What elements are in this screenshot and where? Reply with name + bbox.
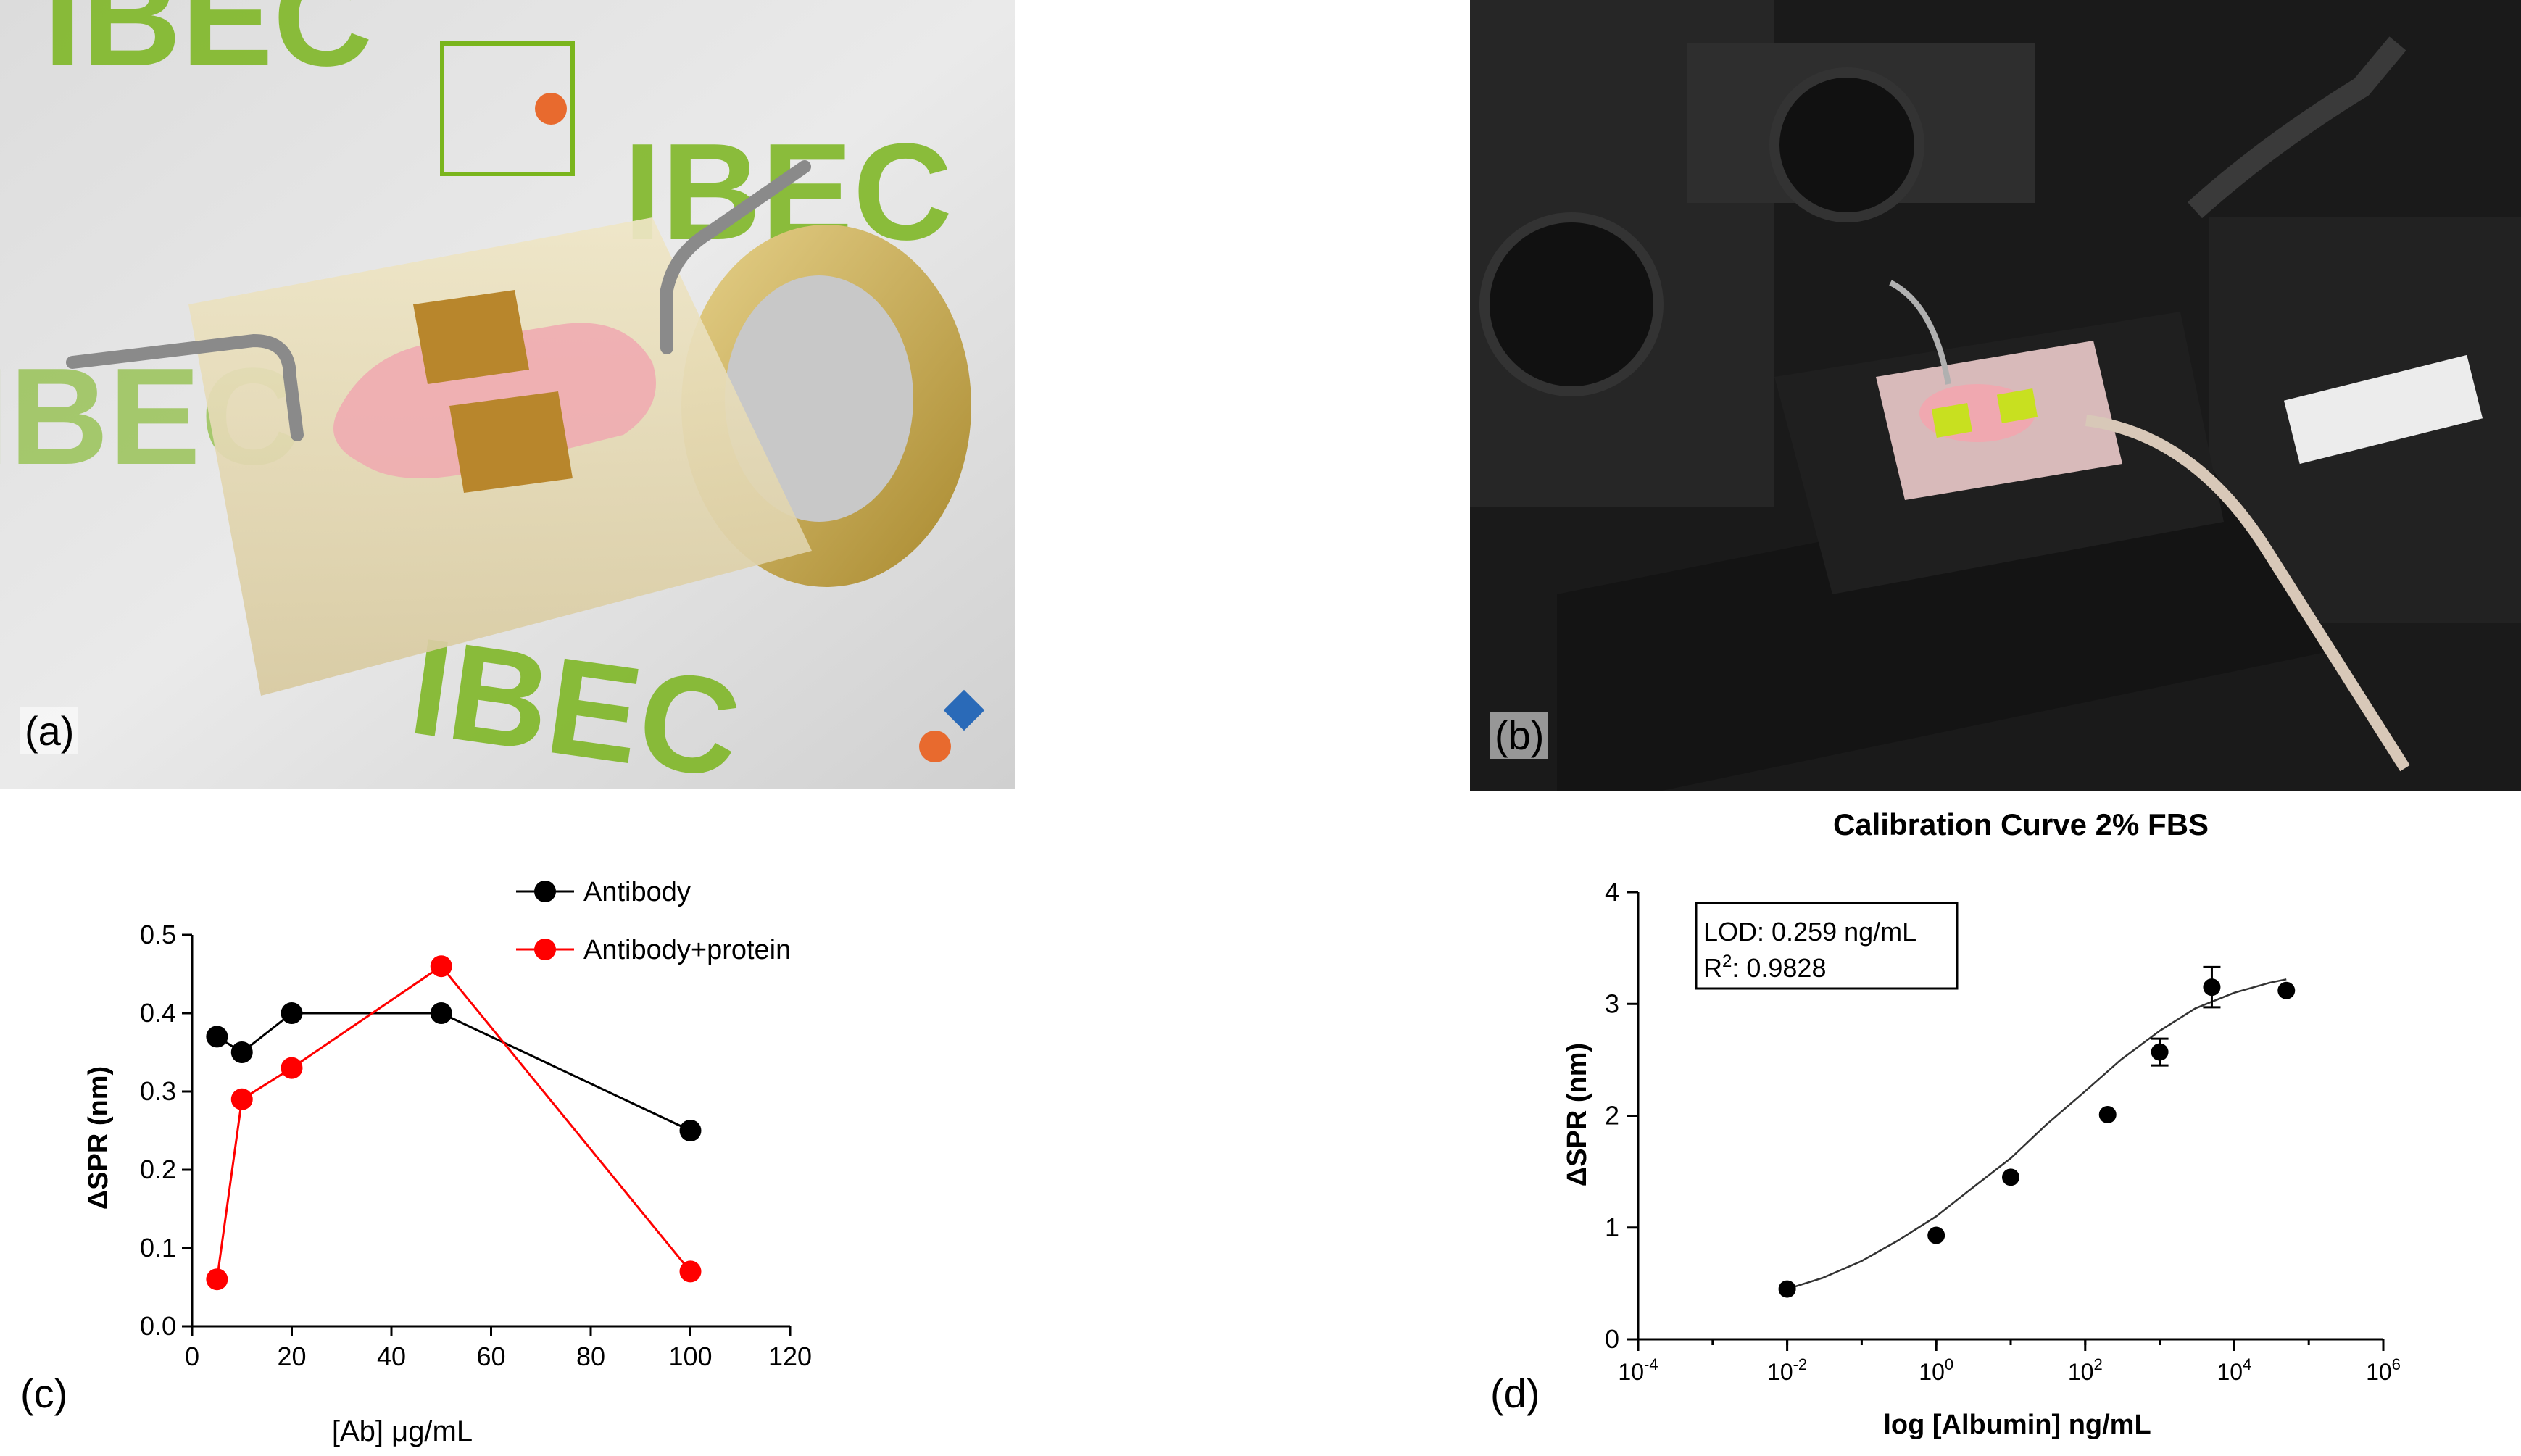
data-point	[1927, 1226, 1945, 1244]
data-point	[2002, 1168, 2019, 1186]
photo-panel-a: IBEC IBEC IBEC IBEC (a)	[0, 0, 1015, 789]
y-tick-label: 3	[1605, 989, 1619, 1018]
fit-curve-path	[1787, 978, 2287, 1290]
y-tick-label: 0.2	[140, 1155, 176, 1184]
r2-prefix: R	[1703, 953, 1722, 983]
x-tick-label: 120	[768, 1341, 812, 1371]
mounted-chip-pad	[1931, 402, 1973, 438]
data-point	[230, 1041, 253, 1063]
chart-panel-d: Calibration Curve 2% FBS 10-4 10-2 100 102 1…	[1470, 803, 2521, 1456]
ibec-logo-text: IBEC	[43, 0, 373, 95]
lens-mount	[1479, 212, 1664, 396]
data-point	[430, 955, 452, 978]
y-tick-label: 1	[1605, 1212, 1619, 1242]
logo-dot-decoration	[535, 93, 567, 125]
logo-diamond-decoration	[943, 689, 985, 731]
data-point	[2203, 978, 2221, 997]
fluid-tubing	[2085, 415, 2410, 772]
mounted-chip-pad	[1996, 388, 2038, 424]
data-point	[679, 1260, 702, 1283]
y-tick-label: 0.1	[140, 1233, 176, 1262]
panel-label-b: (b)	[1490, 712, 1549, 759]
annotation-box	[1695, 902, 1959, 990]
data-point	[281, 1057, 303, 1079]
coin-center	[725, 275, 913, 522]
y-tick-label: 2	[1605, 1101, 1619, 1131]
y-tick-label: 0.3	[140, 1076, 176, 1106]
data-point	[1778, 1280, 1796, 1298]
y-axis-label: ΔSPR (nm)	[1562, 1043, 1592, 1186]
panel-label-a: (a)	[20, 707, 79, 754]
fit-curve	[1787, 978, 2287, 1290]
r2-value: : 0.9828	[1732, 953, 1826, 983]
chart-axes: 0 20 40 60 80 100 120 0.0 0.1 0.2 0.3 0.4 0.5	[140, 920, 812, 1371]
series-points	[206, 955, 702, 1291]
x-tick-label: 100	[668, 1341, 712, 1371]
y-tick-label: 0.5	[140, 920, 176, 949]
y-tick-label: 0.4	[140, 998, 176, 1028]
y-axis-label: ΔSPR (nm)	[83, 1066, 114, 1210]
chip-gold-pad	[449, 391, 573, 493]
translation-stage	[1557, 464, 2325, 791]
chip-gold-pad	[413, 290, 529, 384]
fiber-cable	[2187, 36, 2406, 219]
panel-label-d: (d)	[1490, 1370, 1540, 1416]
data-point	[281, 1002, 303, 1024]
chart-axes: 10-4 10-2 100 102 104 106 0 1 2 3 4	[1605, 877, 2401, 1385]
data-point	[2277, 981, 2296, 999]
lens-mount	[1769, 67, 1924, 222]
data-point	[2151, 1043, 2169, 1061]
setup-photo-b	[1470, 0, 2521, 791]
chart-panel-c: 0 20 40 60 80 100 120 0.0 0.1 0.2 0.3 0.4 0.5 Antibo…	[0, 819, 1015, 1456]
inlet-tube	[66, 333, 304, 441]
x-tick-label: 102	[2068, 1355, 2103, 1385]
logo-dot-decoration	[919, 731, 951, 762]
x-tick-label: 60	[476, 1341, 505, 1371]
x-axis-label: log [Albumin] ng/mL	[1883, 1410, 2151, 1440]
line-chart: 0 20 40 60 80 100 120 0.0 0.1 0.2 0.3 0.4 0.5 Antibo…	[83, 877, 812, 1447]
inlet-tube	[1889, 280, 1951, 385]
legend-label: Antibody+protein	[583, 935, 791, 965]
camera-label	[2283, 354, 2483, 465]
calibration-chart: Calibration Curve 2% FBS 10-4 10-2 100 102 1…	[1562, 807, 2401, 1440]
x-tick-label: 106	[2366, 1355, 2401, 1385]
legend-marker	[534, 939, 556, 960]
chart-legend: Antibody Antibody+protein	[516, 877, 791, 965]
photo-panel-b: (b)	[1470, 0, 2521, 791]
legend-marker	[534, 881, 556, 902]
y-tick-label: 0.0	[140, 1311, 176, 1341]
data-point	[206, 1026, 228, 1048]
x-tick-label: 10-2	[1767, 1355, 1807, 1385]
data-point	[2098, 1105, 2117, 1123]
data-points	[1778, 965, 2296, 1298]
x-tick-label: 20	[277, 1341, 306, 1371]
x-tick-label: 0	[185, 1341, 199, 1371]
chip-photo-a: IBEC IBEC IBEC IBEC	[0, 0, 1015, 789]
logo-frame-decoration	[440, 41, 575, 176]
x-tick-label: 10-4	[1618, 1355, 1658, 1385]
y-tick-label: 0	[1605, 1324, 1619, 1354]
legend-label: Antibody	[583, 877, 691, 907]
chart-title: Calibration Curve 2% FBS	[1833, 807, 2209, 841]
data-point	[206, 1268, 228, 1291]
x-tick-label: 80	[576, 1341, 605, 1371]
lod-text: LOD: 0.259 ng/mL	[1703, 917, 1916, 947]
y-tick-label: 4	[1605, 877, 1619, 907]
r2-superscript: 2	[1722, 952, 1732, 971]
data-point	[679, 1120, 702, 1141]
x-tick-label: 100	[1919, 1355, 1953, 1385]
x-tick-label: 104	[2217, 1355, 2251, 1385]
outlet-tube	[660, 160, 811, 354]
data-point	[430, 1002, 452, 1024]
x-axis-label: [Ab] μg/mL	[332, 1415, 473, 1447]
panel-label-c: (c)	[20, 1370, 68, 1416]
x-tick-label: 40	[377, 1341, 406, 1371]
r2-text: R2: 0.9828	[1703, 952, 1826, 983]
data-point	[230, 1088, 253, 1110]
